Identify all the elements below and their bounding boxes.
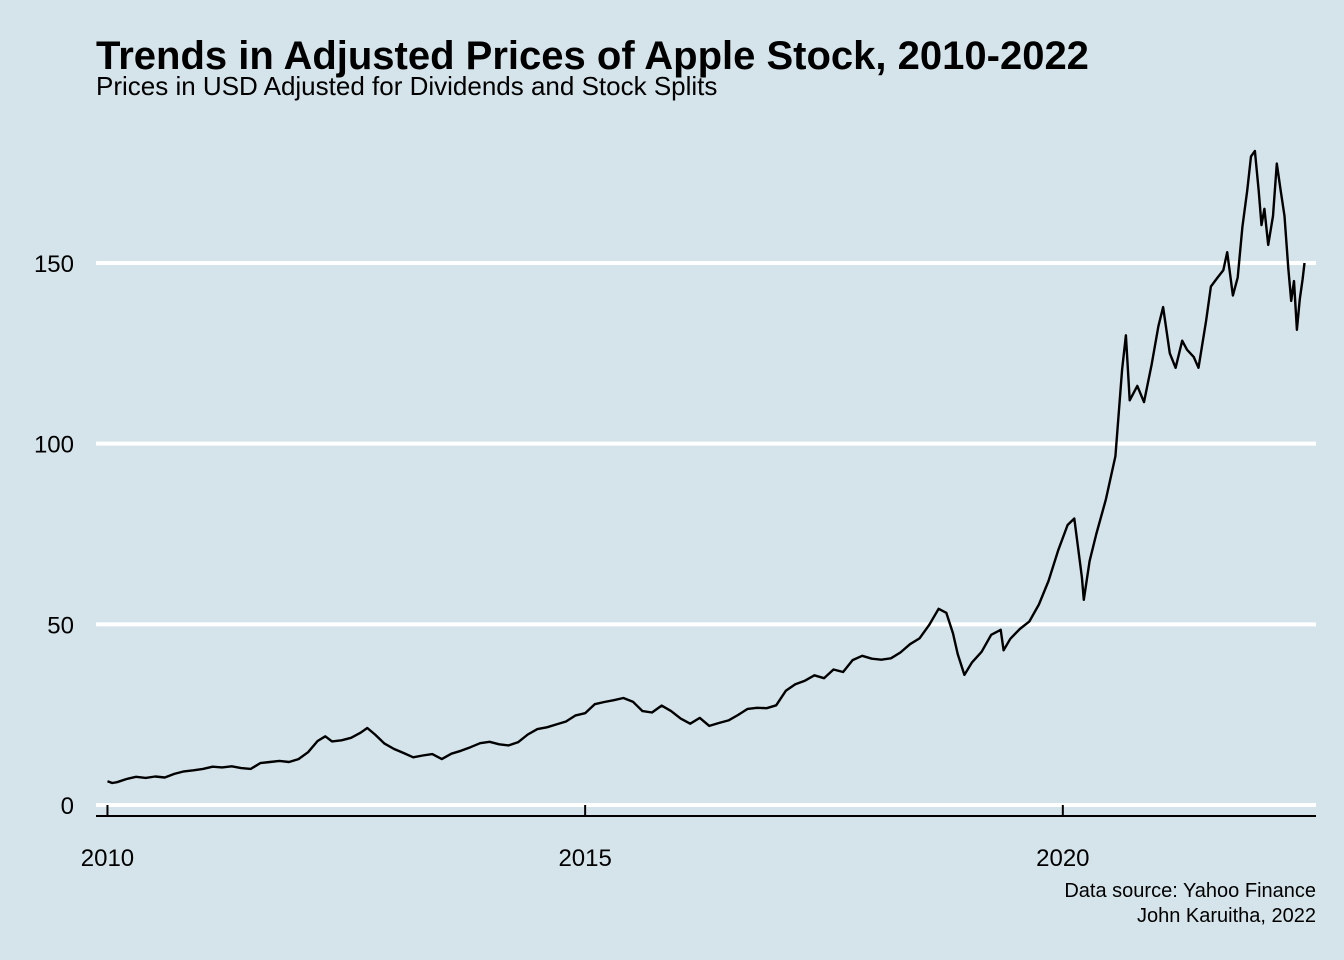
x-tick-label: 2020 bbox=[1036, 845, 1089, 872]
chart-subtitle: Prices in USD Adjusted for Dividends and… bbox=[96, 71, 717, 101]
caption-author: John Karuitha, 2022 bbox=[1137, 905, 1316, 927]
price-series-line bbox=[107, 149, 1306, 785]
y-tick-label: 100 bbox=[34, 432, 74, 459]
x-axis: 2010 2015 2020 bbox=[81, 805, 1090, 872]
y-tick-label: 0 bbox=[61, 793, 74, 820]
y-axis-tick-labels: 0 50 100 150 bbox=[34, 251, 74, 820]
chart-title: Trends in Adjusted Prices of Apple Stock… bbox=[96, 34, 1089, 78]
gridlines bbox=[96, 261, 1316, 807]
caption-source: Data source: Yahoo Finance bbox=[1064, 880, 1316, 902]
x-tick-label: 2010 bbox=[81, 845, 134, 872]
y-tick-label: 50 bbox=[47, 612, 74, 639]
y-tick-label: 150 bbox=[34, 251, 74, 278]
x-tick-label: 2015 bbox=[558, 845, 611, 872]
